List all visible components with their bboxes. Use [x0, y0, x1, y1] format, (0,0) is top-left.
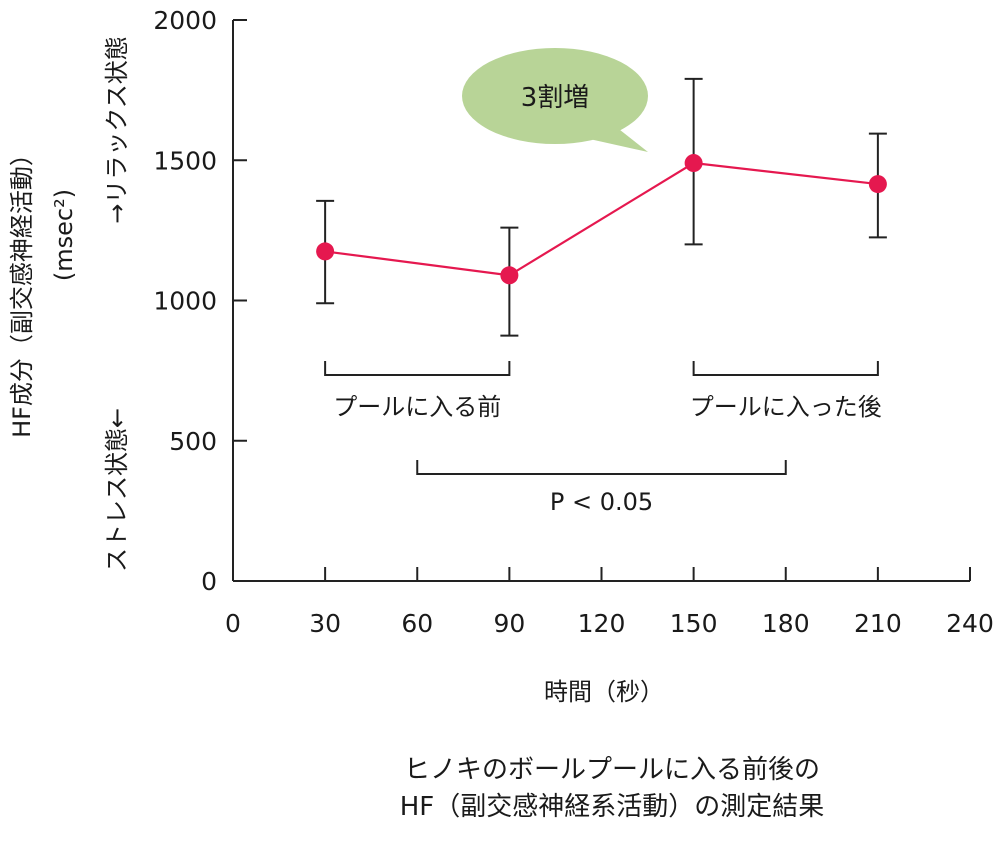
- x-axis-label: 時間（秒）: [544, 678, 664, 706]
- y-axis-label-main: HF成分（副交感神経活動）: [8, 142, 36, 438]
- axes: [232, 19, 971, 582]
- callout-text: 3割増: [521, 83, 590, 113]
- series-line: [324, 161, 878, 277]
- significance-label: P < 0.05: [550, 488, 653, 516]
- x-tick-label: 90: [493, 609, 525, 638]
- y-axis-label-stress: ストレス状態←: [103, 408, 131, 572]
- data-point: [316, 242, 335, 261]
- brackets: プールに入る前 プールに入った後 P < 0.05: [324, 361, 882, 516]
- data-point: [500, 266, 519, 285]
- caption-line-2: HF（副交感神経系活動）の測定結果: [400, 792, 825, 822]
- caption-line-1: ヒノキのボールプールに入る前後の: [404, 755, 820, 785]
- callout-bubble: [462, 48, 648, 144]
- x-tick-label: 150: [670, 609, 718, 638]
- group-before-label: プールに入る前: [333, 393, 501, 421]
- y-tick-label: 500: [169, 427, 217, 456]
- y-tick-label: 1000: [153, 287, 217, 316]
- tick-labels: 0 500 1000 1500 2000 0 30 60 90 120 150 180 210 240: [153, 6, 993, 638]
- significance-bracket: [416, 460, 787, 475]
- y-axis-label-relax: →リラックス状態: [103, 36, 131, 223]
- x-tick-label: 60: [401, 609, 433, 638]
- x-tick-label: 240: [946, 609, 994, 638]
- y-tick-label: 2000: [153, 6, 217, 35]
- data-series: [316, 77, 887, 337]
- data-point: [684, 154, 703, 173]
- y-tick-label: 0: [201, 567, 217, 596]
- x-tick-label: 30: [309, 609, 341, 638]
- x-tick-label: 180: [762, 609, 810, 638]
- x-tick-label: 120: [578, 609, 626, 638]
- data-point: [868, 175, 887, 194]
- callout: 3割増: [462, 48, 648, 152]
- group-after-bracket: [692, 361, 879, 376]
- group-after-label: プールに入った後: [690, 393, 882, 421]
- group-before-bracket: [324, 361, 511, 376]
- y-axis-label-unit: (msec²): [50, 189, 78, 281]
- y-tick-label: 1500: [153, 146, 217, 175]
- x-tick-label: 0: [225, 609, 241, 638]
- x-tick-label: 210: [854, 609, 902, 638]
